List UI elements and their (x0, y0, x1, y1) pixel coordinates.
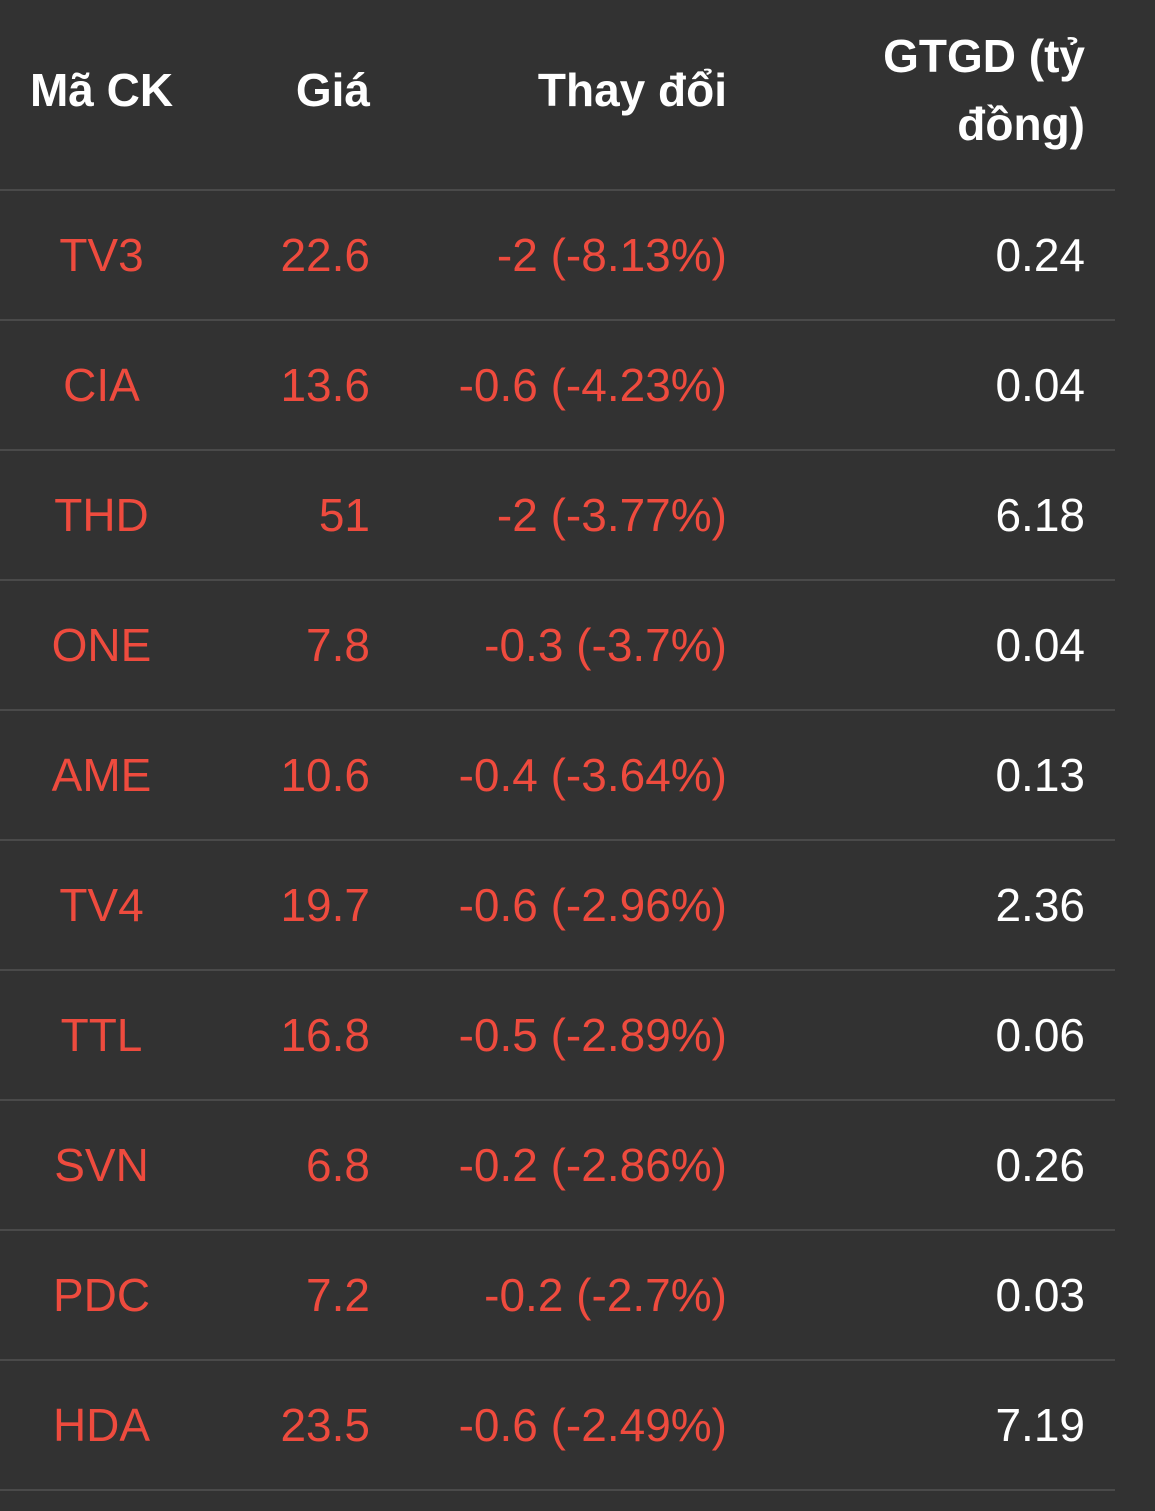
stock-change: -2 (-3.77%) (496, 489, 727, 541)
stock-trading-value: 0.26 (995, 1139, 1085, 1191)
table-row[interactable]: AME 10.6 -0.4 (-3.64%) 0.13 (0, 711, 1115, 841)
stock-code[interactable]: THD (54, 489, 149, 541)
table-row[interactable]: TV4 19.7 -0.6 (-2.96%) 2.36 (0, 841, 1115, 971)
header-trading-value-line1: GTGD (tỷ (883, 30, 1085, 82)
stock-change: -0.6 (-2.49%) (458, 1399, 727, 1451)
table-row[interactable]: TV3 22.6 -2 (-8.13%) 0.24 (0, 191, 1115, 321)
stock-price: 7.8 (306, 619, 370, 671)
stock-price: 13.6 (280, 359, 370, 411)
stock-price: 23.5 (280, 1399, 370, 1451)
stock-change: -0.6 (-4.23%) (458, 359, 727, 411)
stock-trading-value: 0.03 (995, 1269, 1085, 1321)
stock-trading-value: 6.18 (995, 489, 1085, 541)
stock-price: 6.8 (306, 1139, 370, 1191)
stock-code[interactable]: CIA (63, 359, 140, 411)
header-change[interactable]: Thay đổi (537, 64, 727, 116)
stock-trading-value: 0.06 (995, 1009, 1085, 1061)
stock-trading-value: 0.04 (995, 619, 1085, 671)
stock-code[interactable]: PDC (52, 1269, 151, 1321)
table-row[interactable]: ONE 7.8 -0.3 (-3.7%) 0.04 (0, 581, 1115, 711)
header-code[interactable]: Mã CK (29, 64, 174, 116)
stock-price: 7.2 (306, 1269, 370, 1321)
header-price[interactable]: Giá (295, 64, 370, 116)
table-row[interactable]: HDA 23.5 -0.6 (-2.49%) 7.19 (0, 1361, 1115, 1491)
stock-code[interactable]: TV3 (59, 229, 144, 281)
header-trading-value[interactable]: GTGD (tỷ đồng) (825, 22, 1085, 158)
stock-price: 10.6 (280, 749, 370, 801)
table-row[interactable]: PDC 7.2 -0.2 (-2.7%) 0.03 (0, 1231, 1115, 1361)
stock-price: 16.8 (280, 1009, 370, 1061)
stock-change: -0.2 (-2.7%) (484, 1269, 727, 1321)
table-row[interactable]: TTL 16.8 -0.5 (-2.89%) 0.06 (0, 971, 1115, 1101)
stock-table: Mã CK Giá Thay đổi GTGD (tỷ đồng) TV3 22… (0, 0, 1115, 1491)
header-trading-value-line2: đồng) (957, 98, 1085, 150)
stock-trading-value: 0.04 (995, 359, 1085, 411)
stock-price: 22.6 (280, 229, 370, 281)
stock-change: -0.3 (-3.7%) (484, 619, 727, 671)
stock-trading-value: 7.19 (995, 1399, 1085, 1451)
stock-change: -0.2 (-2.86%) (458, 1139, 727, 1191)
stock-change: -2 (-8.13%) (496, 229, 727, 281)
stock-code[interactable]: TTL (60, 1009, 143, 1061)
table-row[interactable]: CIA 13.6 -0.6 (-4.23%) 0.04 (0, 321, 1115, 451)
table-row[interactable]: THD 51 -2 (-3.77%) 6.18 (0, 451, 1115, 581)
stock-trading-value: 2.36 (995, 879, 1085, 931)
stock-code[interactable]: HDA (52, 1399, 151, 1451)
stock-code[interactable]: AME (51, 749, 152, 801)
stock-change: -0.5 (-2.89%) (458, 1009, 727, 1061)
stock-code[interactable]: TV4 (59, 879, 144, 931)
stock-change: -0.6 (-2.96%) (458, 879, 727, 931)
stock-change: -0.4 (-3.64%) (458, 749, 727, 801)
stock-code[interactable]: ONE (51, 619, 152, 671)
stock-trading-value: 0.13 (995, 749, 1085, 801)
stock-price: 19.7 (280, 879, 370, 931)
table-row[interactable]: SVN 6.8 -0.2 (-2.86%) 0.26 (0, 1101, 1115, 1231)
stock-trading-value: 0.24 (995, 229, 1085, 281)
stock-code[interactable]: SVN (54, 1139, 149, 1191)
stock-price: 51 (318, 489, 370, 541)
table-header: Mã CK Giá Thay đổi GTGD (tỷ đồng) (0, 0, 1115, 191)
